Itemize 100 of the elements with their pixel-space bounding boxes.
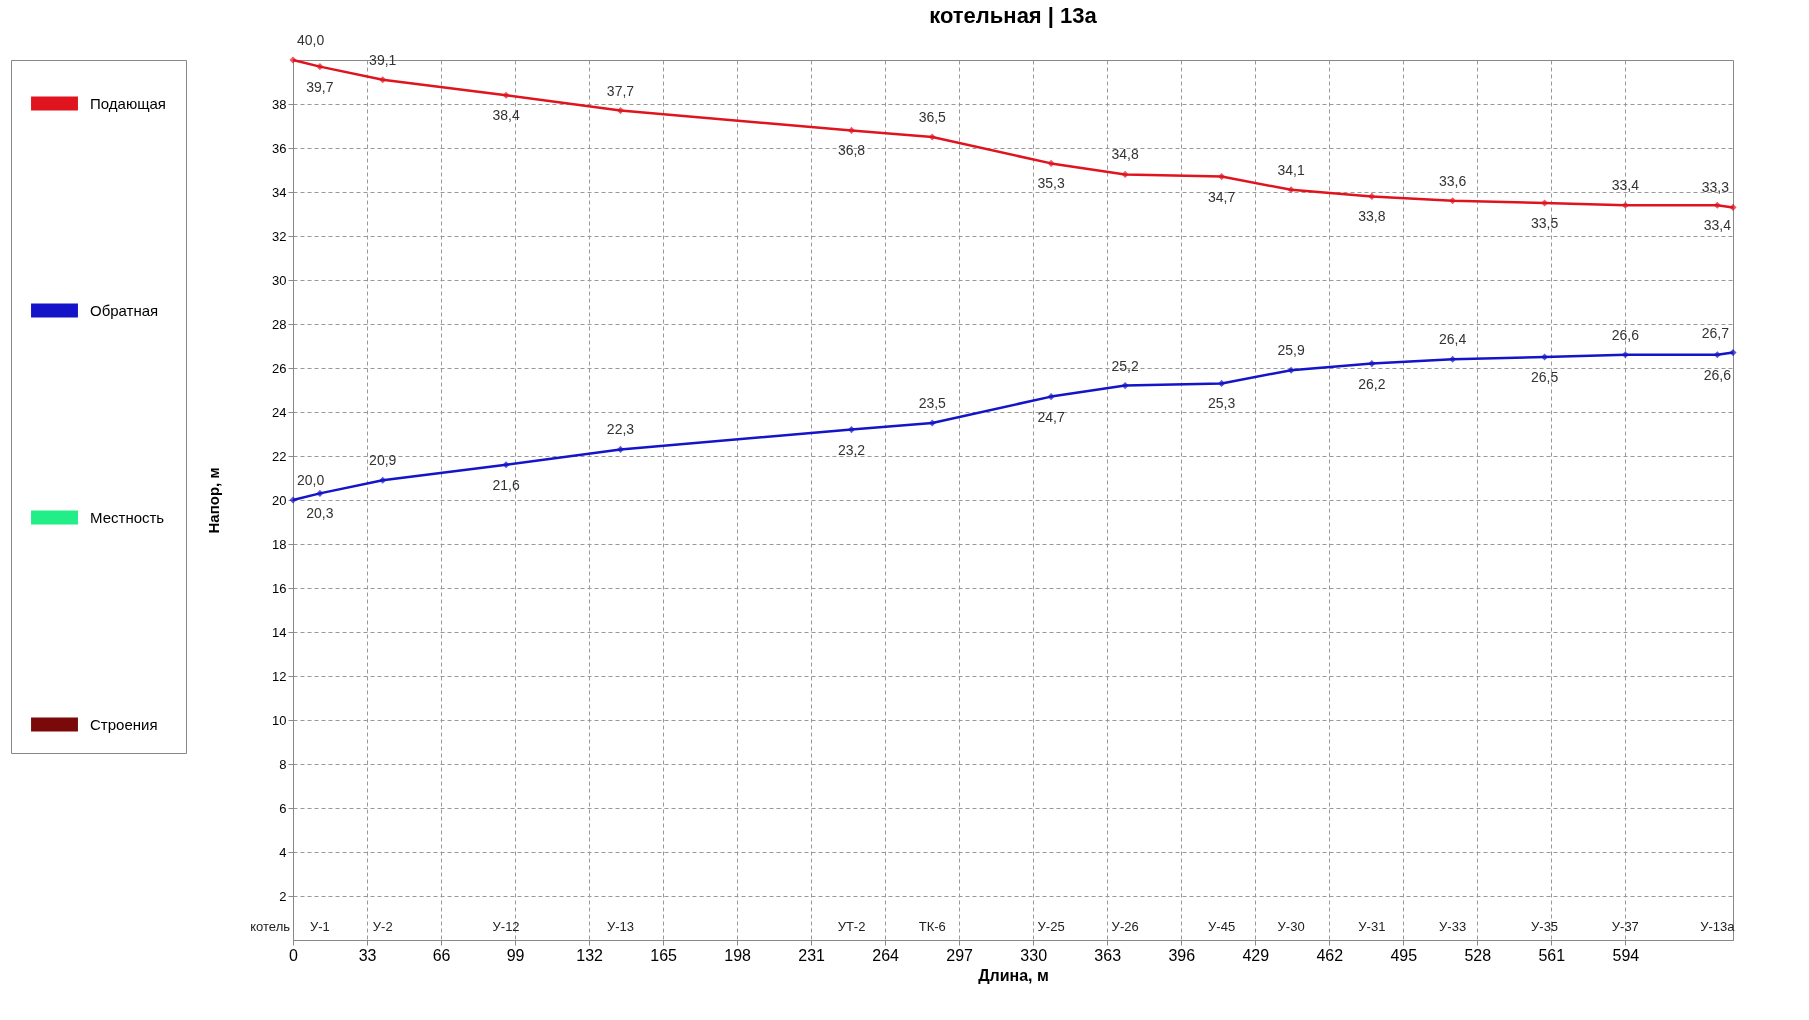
point: [379, 76, 387, 84]
data-label: 20,0: [297, 472, 325, 488]
y-tick-label: 24: [272, 404, 287, 420]
data-label: 20,9: [369, 452, 397, 469]
y-tick-label: 32: [272, 228, 287, 244]
point: [1047, 159, 1055, 167]
point: [847, 126, 856, 134]
x-tick-label: 165: [650, 946, 678, 964]
data-label: 33,6: [1439, 172, 1467, 189]
point: [502, 91, 510, 99]
y-tick-label: 26: [272, 360, 287, 376]
data-label: 20,3: [306, 505, 334, 522]
x-tick-label: 495: [1390, 946, 1418, 964]
point: [316, 63, 324, 71]
point: [616, 107, 625, 115]
point: [616, 445, 625, 453]
data-label: 36,5: [918, 109, 947, 125]
legend-label: Строения: [90, 715, 158, 733]
point: [1449, 197, 1457, 205]
data-label: 25,2: [1111, 357, 1139, 374]
data-label: 38,4: [492, 107, 520, 124]
data-label: 34,1: [1277, 161, 1305, 178]
data-label: 26,6: [1703, 366, 1732, 383]
data-label: 21,6: [492, 476, 520, 493]
data-label: 22,3: [606, 421, 635, 438]
point: [1287, 186, 1295, 194]
annotation: У-45: [1208, 919, 1236, 934]
point: [1449, 355, 1457, 363]
data-label: 26,7: [1701, 324, 1730, 341]
annotation: У-31: [1358, 919, 1386, 934]
point: [1218, 173, 1226, 181]
annotation: У-37: [1611, 919, 1639, 934]
data-label: 26,6: [1611, 326, 1640, 343]
annotation: У-13а: [1700, 919, 1736, 934]
y-tick-label: 20: [272, 492, 287, 508]
annotation: У-2: [372, 919, 393, 934]
data-label: 26,2: [1358, 375, 1386, 392]
x-tick-label: 297: [946, 946, 974, 964]
y-tick-label: 34: [272, 184, 287, 200]
x-tick-label: 33: [358, 946, 377, 964]
point: [1368, 192, 1376, 200]
annotation: У-12: [492, 919, 520, 934]
y-tick-label: 28: [272, 316, 287, 332]
data-label: 39,7: [306, 78, 334, 95]
point: [1713, 201, 1721, 209]
point: [1621, 201, 1629, 209]
x-tick-label: 429: [1242, 946, 1270, 964]
annotation: ТК-6: [918, 919, 946, 934]
data-label: 34,7: [1207, 188, 1236, 205]
legend-label: Местность: [90, 508, 165, 526]
y-tick-label: 38: [272, 96, 287, 112]
y-tick-label: 16: [272, 580, 287, 596]
point: [1368, 360, 1376, 368]
point: [1218, 379, 1226, 387]
data-label: 40,0: [297, 32, 325, 48]
point: [379, 476, 387, 484]
data-label: 33,4: [1611, 177, 1640, 194]
x-tick-label: 66: [432, 946, 451, 964]
x-tick-label: 132: [576, 946, 604, 964]
text: котель: [250, 919, 291, 934]
data-label: 33,8: [1358, 208, 1386, 225]
y-tick-label: 12: [272, 668, 287, 684]
x-tick-label: 99: [506, 946, 525, 964]
annotation: У-30: [1277, 919, 1305, 934]
y-tick-label: 10: [272, 712, 287, 728]
y-tick-label: 6: [279, 800, 287, 816]
y-tick-label: 36: [272, 140, 287, 156]
y-tick-label: 18: [272, 536, 287, 552]
point: [289, 56, 297, 64]
data-label: 36,8: [837, 142, 866, 159]
point: [1121, 382, 1129, 390]
data-label: 23,2: [837, 441, 866, 458]
y-tick-label: 8: [279, 756, 287, 772]
x-tick-label: 0: [289, 946, 299, 964]
annotation: УТ-2: [837, 919, 866, 934]
point: [1729, 349, 1737, 357]
point: [928, 419, 936, 427]
point: [1287, 366, 1295, 374]
annotation: У-25: [1037, 919, 1065, 934]
data-label: 34,8: [1111, 146, 1139, 163]
point: [847, 426, 856, 434]
y-tick-label: 14: [272, 624, 287, 640]
chart-title: котельная | 13а: [929, 3, 1098, 28]
data-label: 37,7: [606, 82, 635, 99]
x-tick-label: 396: [1168, 946, 1196, 964]
point: [316, 489, 324, 497]
annotation: У-13: [606, 919, 635, 934]
data-label: 33,5: [1530, 215, 1559, 231]
point: [1713, 351, 1721, 359]
point: [502, 461, 510, 469]
x-tick-label: 330: [1020, 946, 1048, 964]
x-tick-label: 561: [1538, 946, 1566, 964]
x-tick-label: 198: [724, 946, 752, 964]
y-tick-label: 30: [272, 272, 287, 288]
point: [1047, 393, 1055, 401]
data-label: 33,4: [1703, 217, 1732, 234]
legend-label: Обратная: [90, 301, 159, 319]
data-label: 24,7: [1037, 408, 1065, 425]
annotation: У-35: [1531, 919, 1559, 934]
data-label: 35,3: [1037, 175, 1065, 192]
